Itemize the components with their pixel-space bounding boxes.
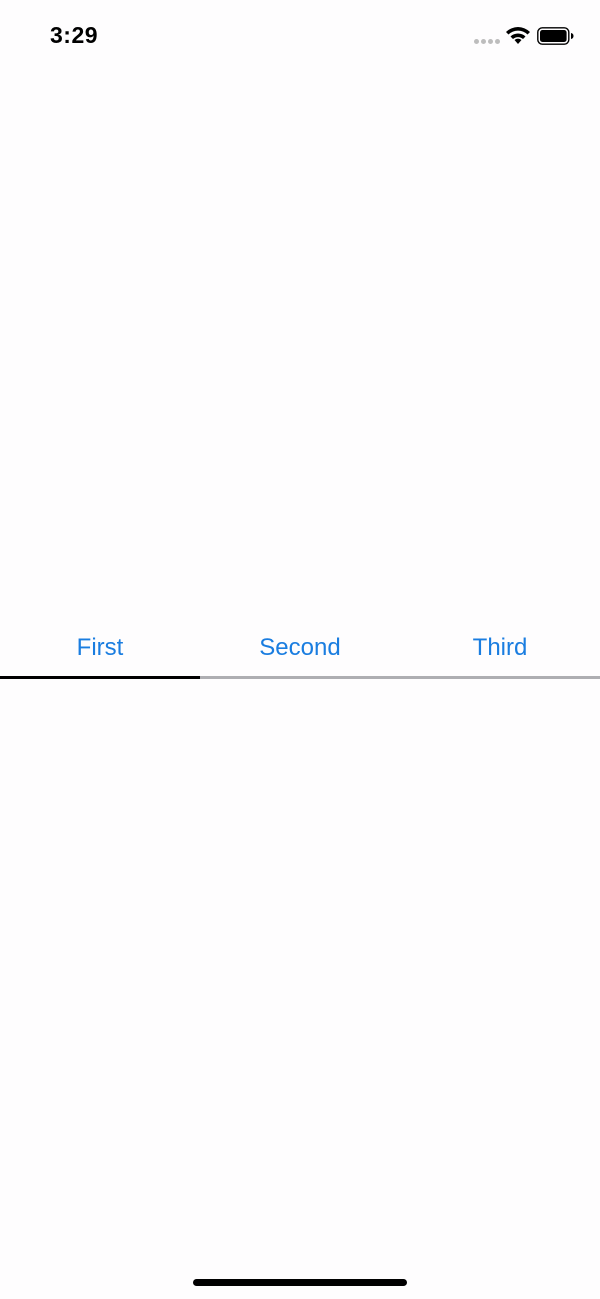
status-time: 3:29: [50, 22, 99, 48]
segmented-tab-bar: First Second Third: [0, 620, 600, 680]
battery-icon: [537, 27, 574, 45]
wifi-icon: [506, 27, 530, 44]
tab-first[interactable]: First: [76, 634, 124, 661]
tab-track: [0, 676, 600, 679]
home-indicator[interactable]: [193, 1279, 407, 1286]
signal-icon: [474, 39, 500, 45]
tab-third[interactable]: Third: [472, 634, 528, 661]
tab-selection-indicator: [0, 676, 200, 679]
status-bar: 3:29: [0, 0, 600, 70]
page-content: [0, 680, 600, 1260]
tab-second[interactable]: Second: [259, 634, 341, 661]
